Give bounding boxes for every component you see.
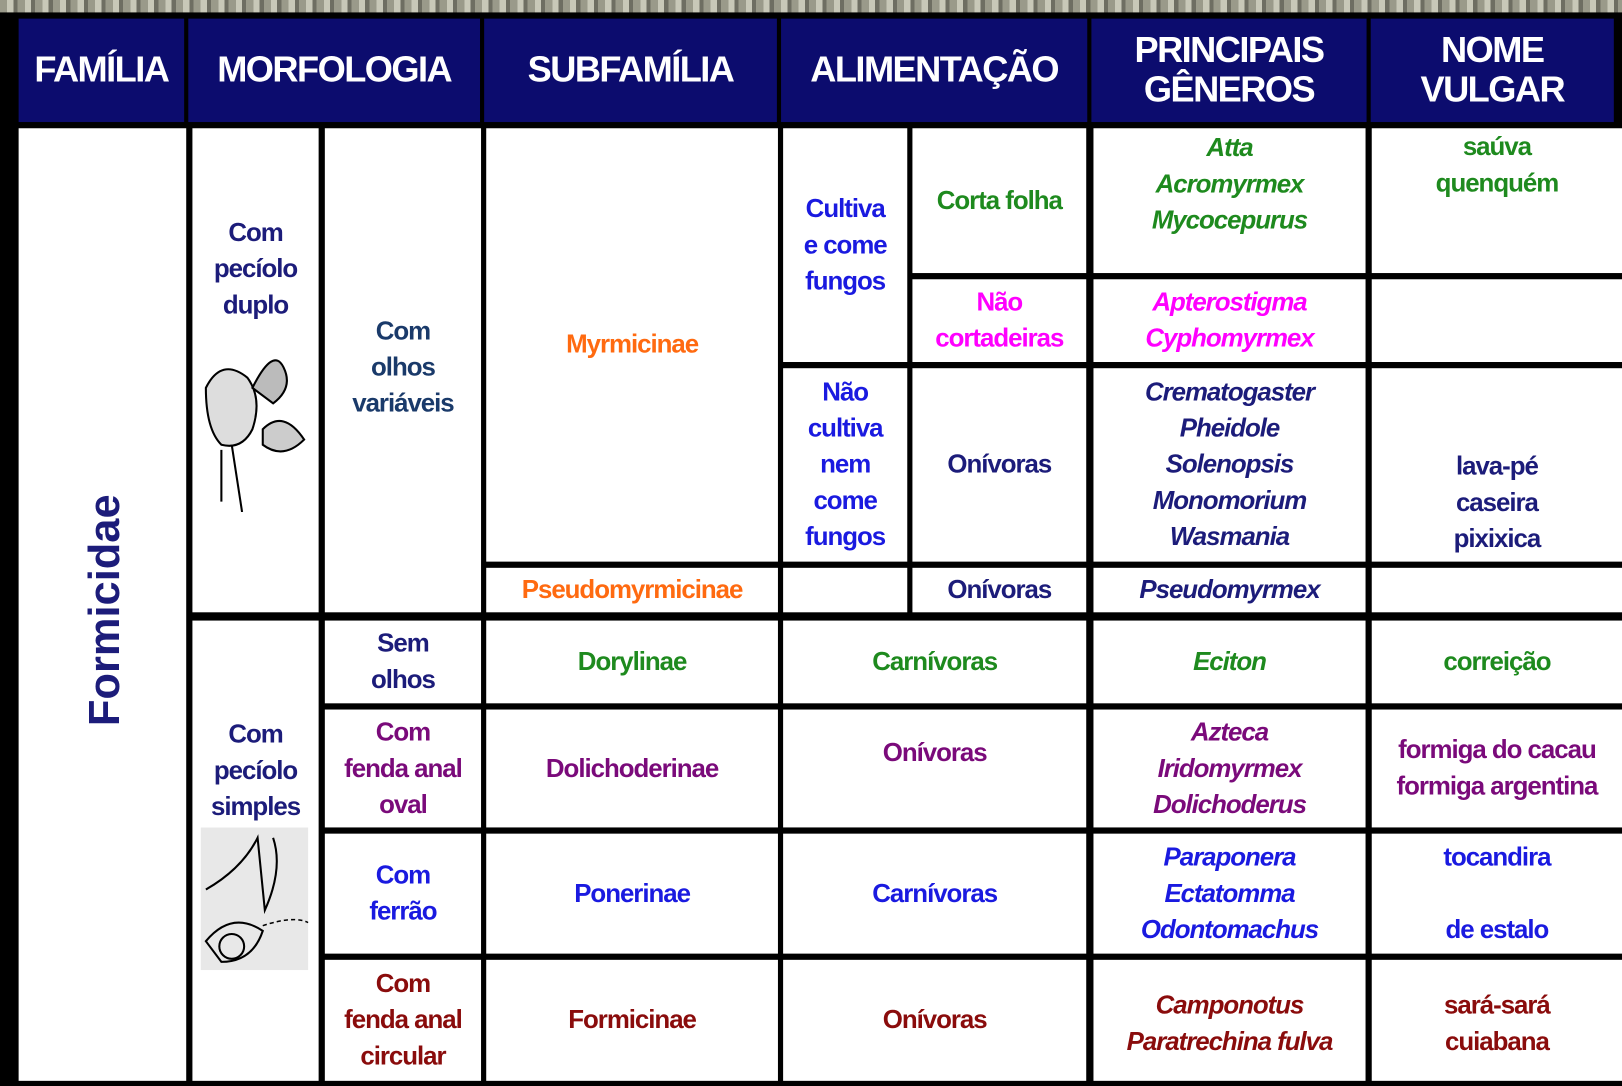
cell-text: Com olhos variáveis bbox=[352, 315, 454, 418]
cell-text: Não cultiva nem come fungos bbox=[805, 377, 886, 552]
cell bbox=[1093, 709, 1366, 828]
cell bbox=[783, 709, 1087, 828]
cell-text: tocandira de estalo bbox=[1443, 842, 1551, 944]
cell bbox=[486, 833, 778, 954]
cell-text: Não cortadeiras bbox=[935, 287, 1064, 353]
cell-text: Com fenda anal oval bbox=[344, 717, 463, 819]
cell bbox=[1371, 620, 1622, 704]
cell-text: Onívoras bbox=[882, 1005, 988, 1035]
cell-text: Com pecíolo simples bbox=[210, 719, 301, 821]
cell bbox=[1093, 620, 1366, 704]
cell bbox=[783, 833, 1087, 954]
cell bbox=[1093, 128, 1366, 274]
cell bbox=[486, 620, 778, 704]
header-cell bbox=[1091, 18, 1367, 123]
header-cell bbox=[188, 18, 481, 123]
cell-text: lava-pé caseira pixixica bbox=[1453, 451, 1542, 554]
cell bbox=[486, 959, 778, 1081]
cell-text: saúva quenquém bbox=[1435, 131, 1560, 198]
header-cell bbox=[484, 18, 777, 123]
cell bbox=[912, 128, 1087, 274]
cell bbox=[912, 279, 1087, 363]
cell bbox=[783, 128, 908, 363]
cell-text: Paraponera Ectatomma Odontomachus bbox=[1140, 842, 1319, 944]
cell-text: Cultiva e come fungos bbox=[803, 193, 888, 296]
cell-text: Carnívoras bbox=[872, 646, 998, 676]
cell bbox=[324, 620, 482, 704]
family-text: Formicidae bbox=[79, 494, 128, 727]
cell-text: Corta folha bbox=[936, 185, 1063, 215]
header-text: NOME VULGAR bbox=[1420, 29, 1565, 110]
cell bbox=[486, 128, 778, 562]
cell bbox=[486, 567, 778, 613]
cell bbox=[1371, 279, 1622, 363]
cell-text: Pseudomyrmex bbox=[1139, 575, 1320, 605]
cell-text: Crematogaster Pheidole Solenopsis Monomo… bbox=[1144, 377, 1315, 552]
cell bbox=[783, 959, 1087, 1081]
cell-text: Apterostigma Cyphomyrmex bbox=[1145, 287, 1314, 353]
cell-text: Myrmicinae bbox=[566, 329, 699, 359]
petiole-drawing bbox=[200, 346, 307, 512]
cell-text: Com pecíolo duplo bbox=[213, 217, 298, 320]
cell-text: Dorylinae bbox=[577, 646, 688, 676]
cell bbox=[1371, 128, 1622, 274]
cell-text: Azteca Iridomyrmex Dolichoderus bbox=[1153, 717, 1307, 819]
header-text: FAMÍLIA bbox=[34, 49, 170, 90]
cell-text: Com fenda anal circular bbox=[344, 969, 463, 1071]
cell-text: Pseudomyrmicinae bbox=[521, 575, 744, 605]
cell-text: Com ferrão bbox=[369, 860, 437, 926]
cell-text: correição bbox=[1443, 646, 1551, 676]
header-text: PRINCIPAIS GÊNEROS bbox=[1134, 29, 1325, 110]
cell bbox=[1093, 567, 1366, 613]
cell-text: Sem olhos bbox=[371, 628, 436, 695]
cell bbox=[912, 368, 1087, 562]
cell bbox=[324, 833, 482, 954]
cell bbox=[18, 128, 187, 1081]
cell bbox=[912, 567, 1087, 613]
header-cell bbox=[18, 18, 185, 123]
cell bbox=[1093, 279, 1366, 363]
cell bbox=[1371, 959, 1622, 1081]
header-cell bbox=[781, 18, 1088, 123]
cell bbox=[1371, 833, 1622, 954]
cell bbox=[1371, 368, 1622, 562]
cell bbox=[1371, 567, 1622, 613]
cell bbox=[783, 620, 1087, 704]
cell-text: Onívoras bbox=[947, 449, 1052, 479]
header-text: ALIMENTAÇÃO bbox=[810, 49, 1059, 90]
cell bbox=[783, 567, 908, 613]
header-text: MORFOLOGIA bbox=[217, 49, 452, 90]
cell bbox=[324, 128, 482, 613]
sting-drawing bbox=[200, 827, 309, 971]
cell bbox=[486, 709, 778, 828]
cell-text: Dolichoderinae bbox=[545, 753, 719, 783]
cell bbox=[1093, 368, 1366, 562]
cell-text: sará-sará cuiabana bbox=[1444, 990, 1551, 1057]
header-text: SUBFAMÍLIA bbox=[527, 49, 735, 90]
cell-text: Carnívoras bbox=[872, 878, 998, 908]
cell-text: Atta Acromyrmex Mycocepurus bbox=[1151, 132, 1308, 235]
texture-band bbox=[0, 0, 1622, 13]
cell bbox=[324, 709, 482, 828]
cell bbox=[1093, 833, 1366, 954]
cell-text: formiga do cacau formiga argentina bbox=[1396, 735, 1598, 801]
cell-text: Onívoras bbox=[947, 575, 1052, 605]
cell-text: Formicinae bbox=[568, 1005, 697, 1035]
cell-text: Camponotus Paratrechina fulva bbox=[1126, 990, 1334, 1057]
cell-text: Onívoras bbox=[882, 737, 988, 767]
cell bbox=[1371, 709, 1622, 828]
cell bbox=[783, 368, 908, 562]
cell-text: Ponerinae bbox=[574, 878, 691, 908]
cell bbox=[324, 959, 482, 1081]
cell bbox=[1093, 959, 1366, 1081]
cell-text: Eciton bbox=[1193, 646, 1267, 676]
header-cell bbox=[1370, 18, 1614, 123]
